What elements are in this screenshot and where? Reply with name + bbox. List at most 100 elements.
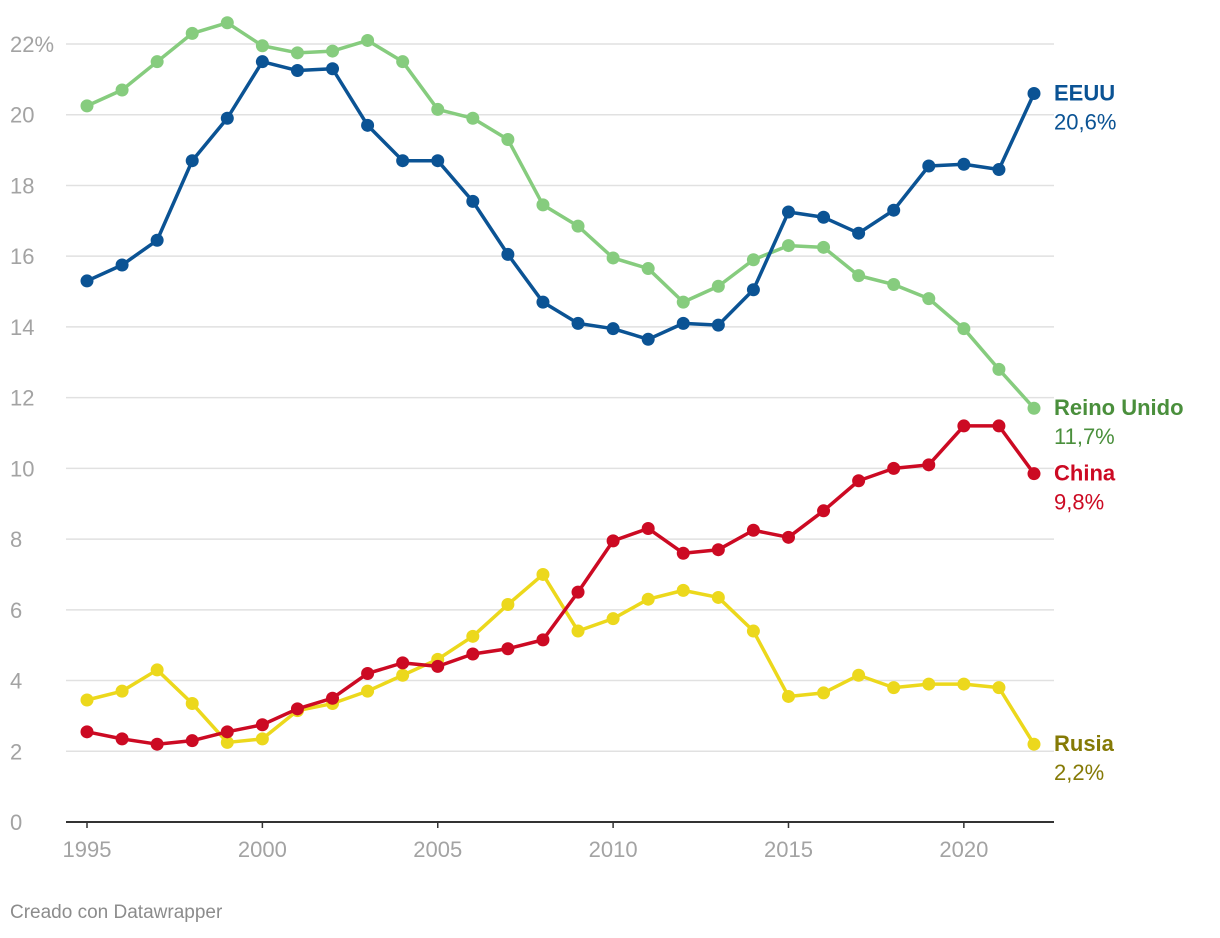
point-china <box>887 461 901 475</box>
point-reino-unido <box>852 269 866 283</box>
point-eeuu <box>501 247 515 261</box>
series-value-china: 9,8% <box>1054 490 1104 515</box>
point-reino-unido <box>115 83 129 97</box>
point-reino-unido <box>992 362 1006 376</box>
point-reino-unido <box>746 253 760 267</box>
point-china <box>501 642 515 656</box>
point-eeuu <box>150 233 164 247</box>
point-reino-unido <box>290 46 304 60</box>
point-eeuu <box>431 154 445 168</box>
point-china <box>817 504 831 518</box>
point-china <box>220 725 234 739</box>
point-reino-unido <box>326 44 340 58</box>
series-label-china: China <box>1054 461 1116 486</box>
point-rusia <box>992 681 1006 695</box>
point-rusia <box>887 681 901 695</box>
series-line-reino-unido <box>85 21 1036 410</box>
point-eeuu <box>1027 87 1041 101</box>
series-label-reino-unido: Reino Unido <box>1054 395 1184 420</box>
point-reino-unido <box>150 55 164 69</box>
point-eeuu <box>711 318 725 332</box>
point-rusia <box>1027 737 1041 751</box>
point-rusia <box>466 629 480 643</box>
y-tick-label: 20 <box>10 103 34 128</box>
point-eeuu <box>641 332 655 346</box>
point-rusia <box>781 689 795 703</box>
point-reino-unido <box>361 33 375 47</box>
y-tick-label: 4 <box>10 669 22 694</box>
point-china <box>80 725 94 739</box>
series-label-rusia: Rusia <box>1054 731 1115 756</box>
point-rusia <box>571 624 585 638</box>
point-eeuu <box>326 62 340 76</box>
point-eeuu <box>887 203 901 217</box>
series-end-labels: Reino Unido 11,7% EEUU 20,6% Rusia 2,2% China 9… <box>1054 81 1184 786</box>
point-china <box>606 534 620 548</box>
point-china <box>185 734 199 748</box>
point-reino-unido <box>781 239 795 253</box>
y-tick-label: 2 <box>10 739 22 764</box>
point-eeuu <box>571 316 585 330</box>
point-eeuu <box>676 316 690 330</box>
point-rusia <box>957 677 971 691</box>
y-tick-label: 8 <box>10 527 22 552</box>
chart-credit[interactable]: Creado con Datawrapper <box>10 902 223 923</box>
y-tick-label: 22% <box>10 32 54 57</box>
point-eeuu <box>255 55 269 69</box>
point-reino-unido <box>887 277 901 291</box>
y-tick-label: 14 <box>10 315 34 340</box>
point-rusia <box>150 663 164 677</box>
point-eeuu <box>361 118 375 132</box>
point-reino-unido <box>501 132 515 146</box>
point-eeuu <box>290 64 304 78</box>
point-china <box>115 732 129 746</box>
point-rusia <box>711 590 725 604</box>
point-rusia <box>922 677 936 691</box>
point-rusia <box>501 598 515 612</box>
point-china <box>711 543 725 557</box>
point-rusia <box>676 583 690 597</box>
point-rusia <box>641 592 655 606</box>
point-china <box>571 585 585 599</box>
point-eeuu <box>922 159 936 173</box>
point-reino-unido <box>185 26 199 40</box>
point-eeuu <box>396 154 410 168</box>
series-value-eeuu: 20,6% <box>1054 110 1116 135</box>
point-reino-unido <box>571 219 585 233</box>
point-eeuu <box>80 274 94 288</box>
point-reino-unido <box>396 55 410 69</box>
point-china <box>290 702 304 716</box>
point-china <box>852 474 866 488</box>
y-tick-label: 0 <box>10 810 22 835</box>
point-eeuu <box>466 194 480 208</box>
x-tick-label: 2020 <box>939 837 988 862</box>
x-tick-label: 2000 <box>238 837 287 862</box>
point-reino-unido <box>431 102 445 116</box>
point-china <box>396 656 410 670</box>
point-china <box>957 419 971 433</box>
point-china <box>746 523 760 537</box>
line-chart: 0 2 4 6 8 10 12 14 16 18 20 22% 1995 2000 2005 2010 201… <box>10 16 1184 862</box>
point-china <box>992 419 1006 433</box>
point-rusia <box>80 693 94 707</box>
point-reino-unido <box>606 251 620 265</box>
point-reino-unido <box>536 198 550 212</box>
point-eeuu <box>536 295 550 309</box>
point-rusia <box>255 732 269 746</box>
point-reino-unido <box>1027 401 1041 415</box>
point-china <box>781 530 795 544</box>
series-line-eeuu <box>85 59 1036 342</box>
point-eeuu <box>781 205 795 219</box>
series-line-rusia <box>85 572 1036 746</box>
point-reino-unido <box>957 322 971 336</box>
point-rusia <box>817 686 831 700</box>
point-rusia <box>746 624 760 638</box>
point-eeuu <box>606 322 620 336</box>
point-rusia <box>115 684 129 698</box>
point-reino-unido <box>466 111 480 125</box>
point-eeuu <box>817 210 831 224</box>
point-rusia <box>361 684 375 698</box>
point-china <box>361 666 375 680</box>
x-tick-label: 1995 <box>63 837 112 862</box>
point-reino-unido <box>711 279 725 293</box>
